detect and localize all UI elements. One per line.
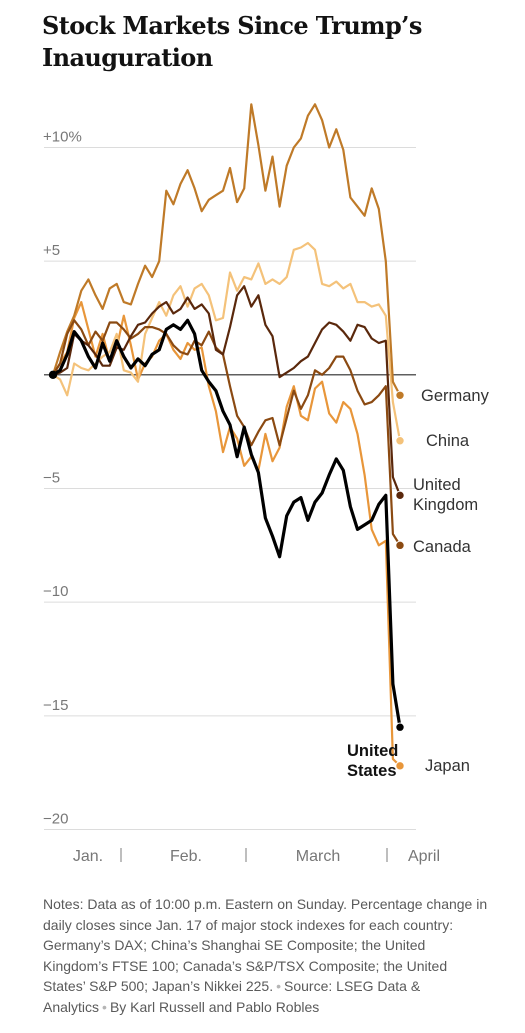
- start-point: [48, 370, 58, 380]
- series-labels: Germany China United Kingdom Canada Unit…: [347, 387, 490, 780]
- y-axis: +10% +5 −5 −10 −15 −20: [43, 129, 82, 828]
- source-text: Source: LSEG Data & Analytics: [43, 978, 421, 1015]
- chart-notes: Notes: Data as of 10:00 p.m. Eastern on …: [43, 894, 493, 1017]
- separator-dot: •: [102, 998, 107, 1015]
- byline-text: By Karl Russell and Pablo Robles: [109, 998, 320, 1015]
- y-tick-label: −10: [43, 583, 68, 600]
- x-tick-label: April: [408, 848, 440, 865]
- endpoint-united-states: [395, 722, 405, 732]
- chart-title: Stock Markets Since Trump’s Inauguration: [42, 11, 422, 72]
- x-tick-label: Feb.: [170, 848, 202, 865]
- label-canada: Canada: [413, 538, 472, 556]
- series-line-china: [51, 241, 402, 442]
- endpoint-canada: [395, 540, 405, 551]
- x-axis: Jan. Feb. March April: [73, 848, 440, 865]
- gridlines: [44, 147, 416, 830]
- label-united-states-line2: States: [347, 762, 397, 780]
- separator-dot: •: [276, 978, 282, 994]
- x-tick-label: March: [296, 848, 340, 865]
- label-united-states-line1: United: [347, 742, 398, 760]
- label-united-kingdom-line2: Kingdom: [413, 496, 478, 514]
- endpoint-germany: [395, 390, 405, 400]
- x-tick-label: Jan.: [73, 848, 103, 865]
- line-chart: +10% +5 −5 −10 −15 −20 Jan. Feb. March April Ger…: [43, 103, 490, 865]
- endpoint-united-kingdom: [395, 490, 405, 501]
- label-japan: Japan: [425, 757, 470, 775]
- label-united-kingdom-line1: United: [413, 476, 461, 494]
- endpoint-china: [395, 436, 405, 446]
- label-germany: Germany: [421, 387, 490, 405]
- series-line-germany: [51, 103, 402, 397]
- series-lines: [51, 103, 402, 767]
- label-china: China: [426, 432, 470, 450]
- endpoint-japan: [395, 761, 405, 771]
- y-tick-label: +10%: [43, 129, 82, 146]
- y-tick-label: −15: [43, 697, 68, 714]
- series-line-canada: [51, 319, 402, 547]
- y-tick-label: −20: [43, 811, 68, 828]
- series-line-united-states: [51, 318, 402, 729]
- series-line-united-kingdom: [51, 285, 402, 497]
- notes-text: Notes: Data as of 10:00 p.m. Eastern on …: [43, 896, 488, 994]
- y-tick-label: −5: [43, 470, 60, 487]
- series-endpoints: [48, 370, 405, 771]
- y-tick-label: +5: [43, 242, 60, 259]
